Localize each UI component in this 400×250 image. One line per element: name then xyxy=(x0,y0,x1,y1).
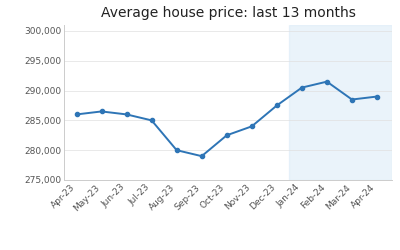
Title: Average house price: last 13 months: Average house price: last 13 months xyxy=(100,6,356,20)
Bar xyxy=(289,25,392,180)
